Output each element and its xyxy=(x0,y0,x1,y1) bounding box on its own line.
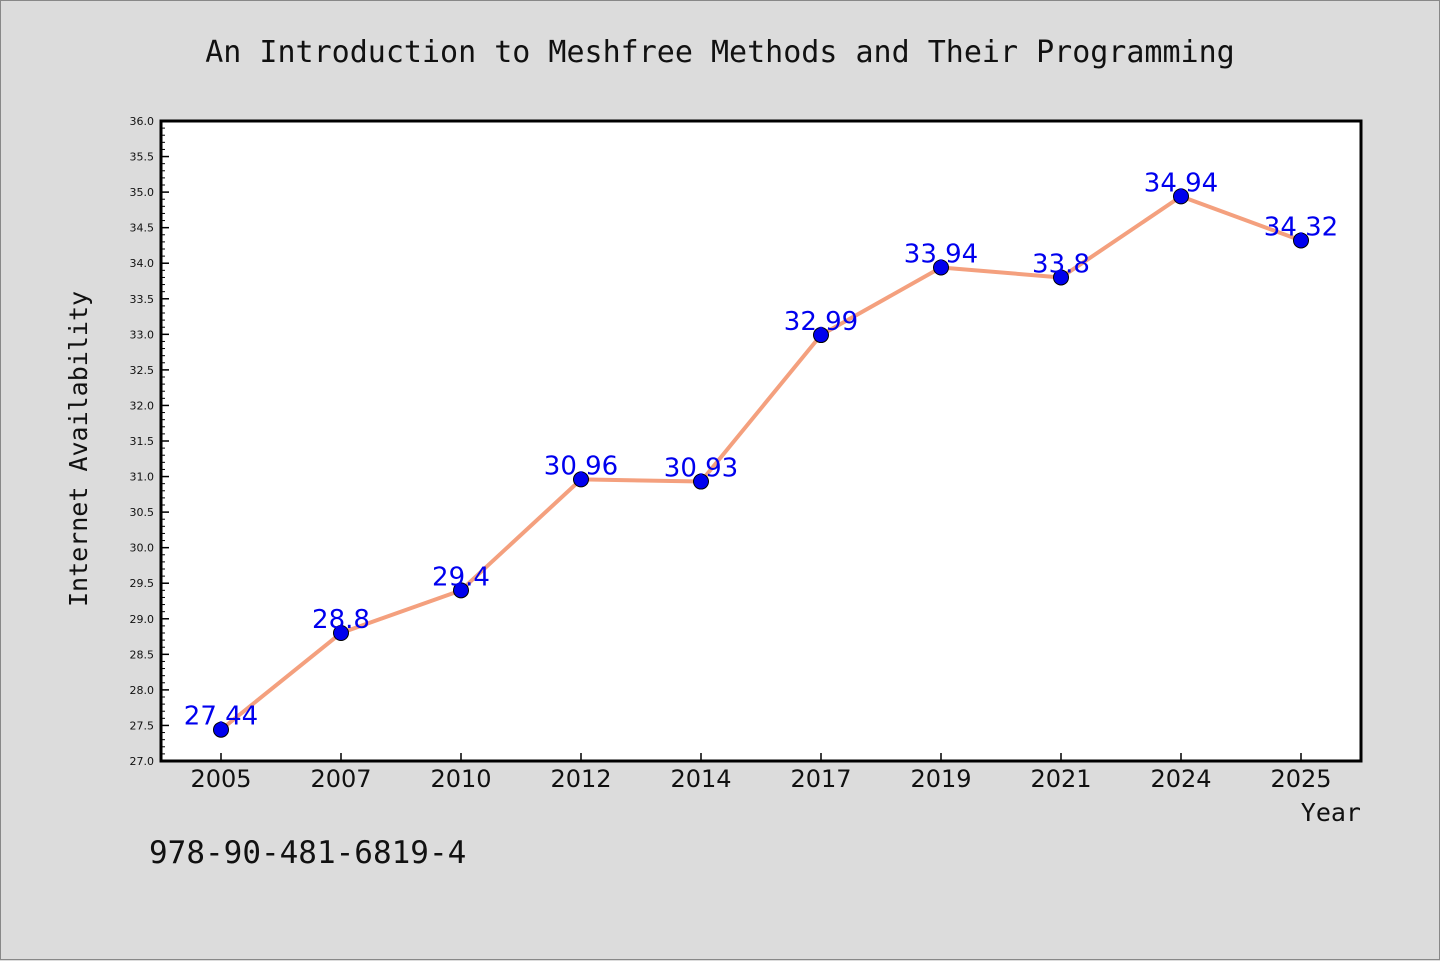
y-tick-label: 36.0 xyxy=(130,115,155,128)
y-axis: 27.0 27.5 28.0 28.5 29.0 29.5 30.0 30.5 31.0 31.5… xyxy=(130,115,169,768)
x-tick-label: 2021 xyxy=(1030,765,1091,793)
x-tick-label: 2012 xyxy=(550,765,611,793)
plot-area xyxy=(159,119,1363,763)
y-tick-label: 27.5 xyxy=(130,719,155,732)
x-axis: 2005 2007 2010 2012 2014 2017 2019 2021 2024 2025 xyxy=(190,753,1332,793)
series-group: 27.44 28.8 29.4 30.96 30.93 32.99 33.94 33.8 34.… xyxy=(184,168,1338,738)
data-point xyxy=(333,625,349,641)
data-label: 33.8 xyxy=(1032,249,1090,279)
x-tick-label: 2024 xyxy=(1150,765,1211,793)
y-tick-label: 32.5 xyxy=(130,364,155,377)
y-tick-label: 27.0 xyxy=(130,755,155,768)
y-tick-label: 29.0 xyxy=(130,613,155,626)
data-label: 34.32 xyxy=(1264,212,1338,242)
data-point xyxy=(213,721,229,738)
y-tick-label: 34.0 xyxy=(130,257,155,270)
data-label: 30.96 xyxy=(544,451,618,481)
data-label: 32.99 xyxy=(784,307,858,337)
data-label: 28.8 xyxy=(312,605,370,635)
y-tick-label: 35.5 xyxy=(130,151,155,164)
y-tick-label: 33.5 xyxy=(130,293,155,306)
chart-title: An Introduction to Meshfree Methods and … xyxy=(205,35,1235,70)
data-point xyxy=(453,582,469,599)
data-label: 30.93 xyxy=(664,454,738,484)
x-tick-label: 2014 xyxy=(670,765,731,793)
y-tick-label: 33.0 xyxy=(130,328,155,341)
x-tick-label: 2017 xyxy=(790,765,851,793)
series-line xyxy=(219,194,1302,732)
y-axis-label: Internet Availability xyxy=(64,291,93,607)
data-label: 27.44 xyxy=(184,702,258,732)
data-point xyxy=(1173,188,1189,205)
data-point xyxy=(1053,269,1069,286)
x-tick-label: 2025 xyxy=(1270,765,1331,793)
data-label: 34.94 xyxy=(1144,168,1218,198)
data-point xyxy=(933,259,949,276)
y-tick-label: 30.5 xyxy=(130,506,155,519)
isbn-code: 978-90-481-6819-4 xyxy=(149,835,467,871)
data-label: 29.4 xyxy=(432,562,490,592)
data-point xyxy=(813,327,829,344)
y-tick-label: 29.5 xyxy=(130,577,155,590)
x-tick-label: 2005 xyxy=(190,765,251,793)
y-tick-label: 28.5 xyxy=(130,648,155,661)
x-axis-label: Year xyxy=(1301,798,1361,827)
y-tick-label: 30.0 xyxy=(130,542,155,555)
y-tick-label: 32.0 xyxy=(130,399,155,412)
y-tick-label: 35.0 xyxy=(130,186,155,199)
x-tick-label: 2019 xyxy=(910,765,971,793)
x-tick-label: 2010 xyxy=(430,765,491,793)
y-tick-label: 31.5 xyxy=(130,435,155,448)
data-label: 33.94 xyxy=(904,239,978,269)
x-tick-label: 2007 xyxy=(310,765,371,793)
y-tick-label: 28.0 xyxy=(130,684,155,697)
data-point xyxy=(693,473,709,490)
data-point xyxy=(1293,232,1309,249)
y-tick-label: 31.0 xyxy=(130,471,155,484)
data-point xyxy=(573,471,589,488)
y-tick-label: 34.5 xyxy=(130,222,155,235)
